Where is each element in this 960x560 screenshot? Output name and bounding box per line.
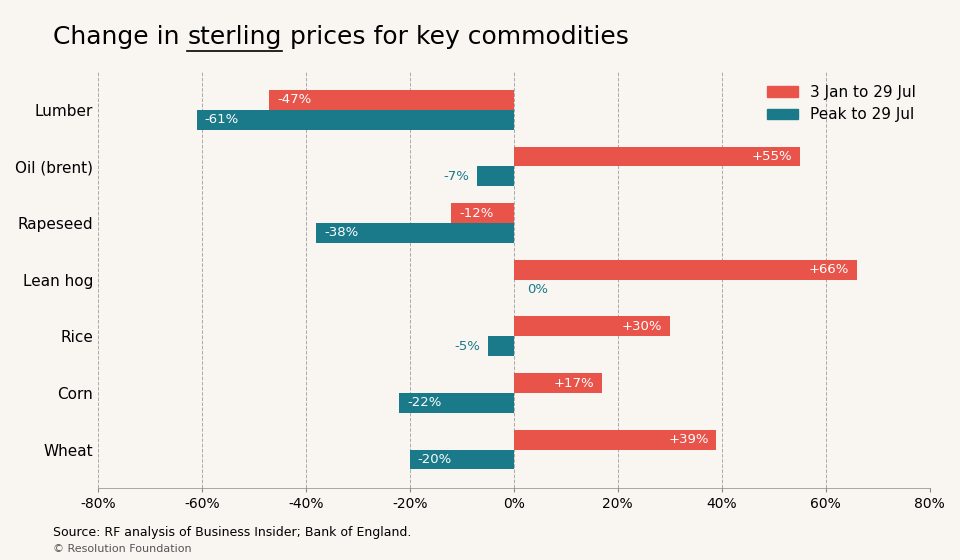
Text: © Resolution Foundation: © Resolution Foundation: [53, 544, 191, 554]
Text: prices for key commodities: prices for key commodities: [281, 25, 629, 49]
Text: -20%: -20%: [418, 453, 452, 466]
Text: -47%: -47%: [277, 94, 311, 106]
Bar: [410, 450, 514, 469]
Text: +55%: +55%: [752, 150, 792, 163]
Text: +39%: +39%: [668, 433, 708, 446]
Text: -38%: -38%: [324, 226, 358, 240]
Legend: 3 Jan to 29 Jul, Peak to 29 Jul: 3 Jan to 29 Jul, Peak to 29 Jul: [761, 78, 922, 128]
Bar: [399, 393, 514, 413]
Text: -61%: -61%: [204, 113, 239, 126]
Bar: [514, 430, 716, 450]
Bar: [514, 147, 800, 166]
Bar: [514, 260, 857, 279]
Bar: [451, 203, 514, 223]
Text: sterling: sterling: [187, 25, 281, 49]
Bar: [316, 223, 514, 243]
Text: Source: RF analysis of Business Insider; Bank of England.: Source: RF analysis of Business Insider;…: [53, 526, 411, 539]
Bar: [514, 316, 670, 337]
Text: +66%: +66%: [808, 263, 849, 276]
Text: -12%: -12%: [459, 207, 493, 220]
Text: -7%: -7%: [444, 170, 469, 183]
Bar: [477, 166, 514, 186]
Text: Change in: Change in: [53, 25, 187, 49]
Text: +30%: +30%: [621, 320, 661, 333]
Text: +17%: +17%: [554, 376, 594, 390]
Bar: [270, 90, 514, 110]
Text: -22%: -22%: [407, 396, 442, 409]
Text: -5%: -5%: [454, 340, 480, 353]
Bar: [488, 337, 514, 356]
Text: 0%: 0%: [527, 283, 548, 296]
Bar: [514, 373, 602, 393]
Bar: [197, 110, 514, 129]
